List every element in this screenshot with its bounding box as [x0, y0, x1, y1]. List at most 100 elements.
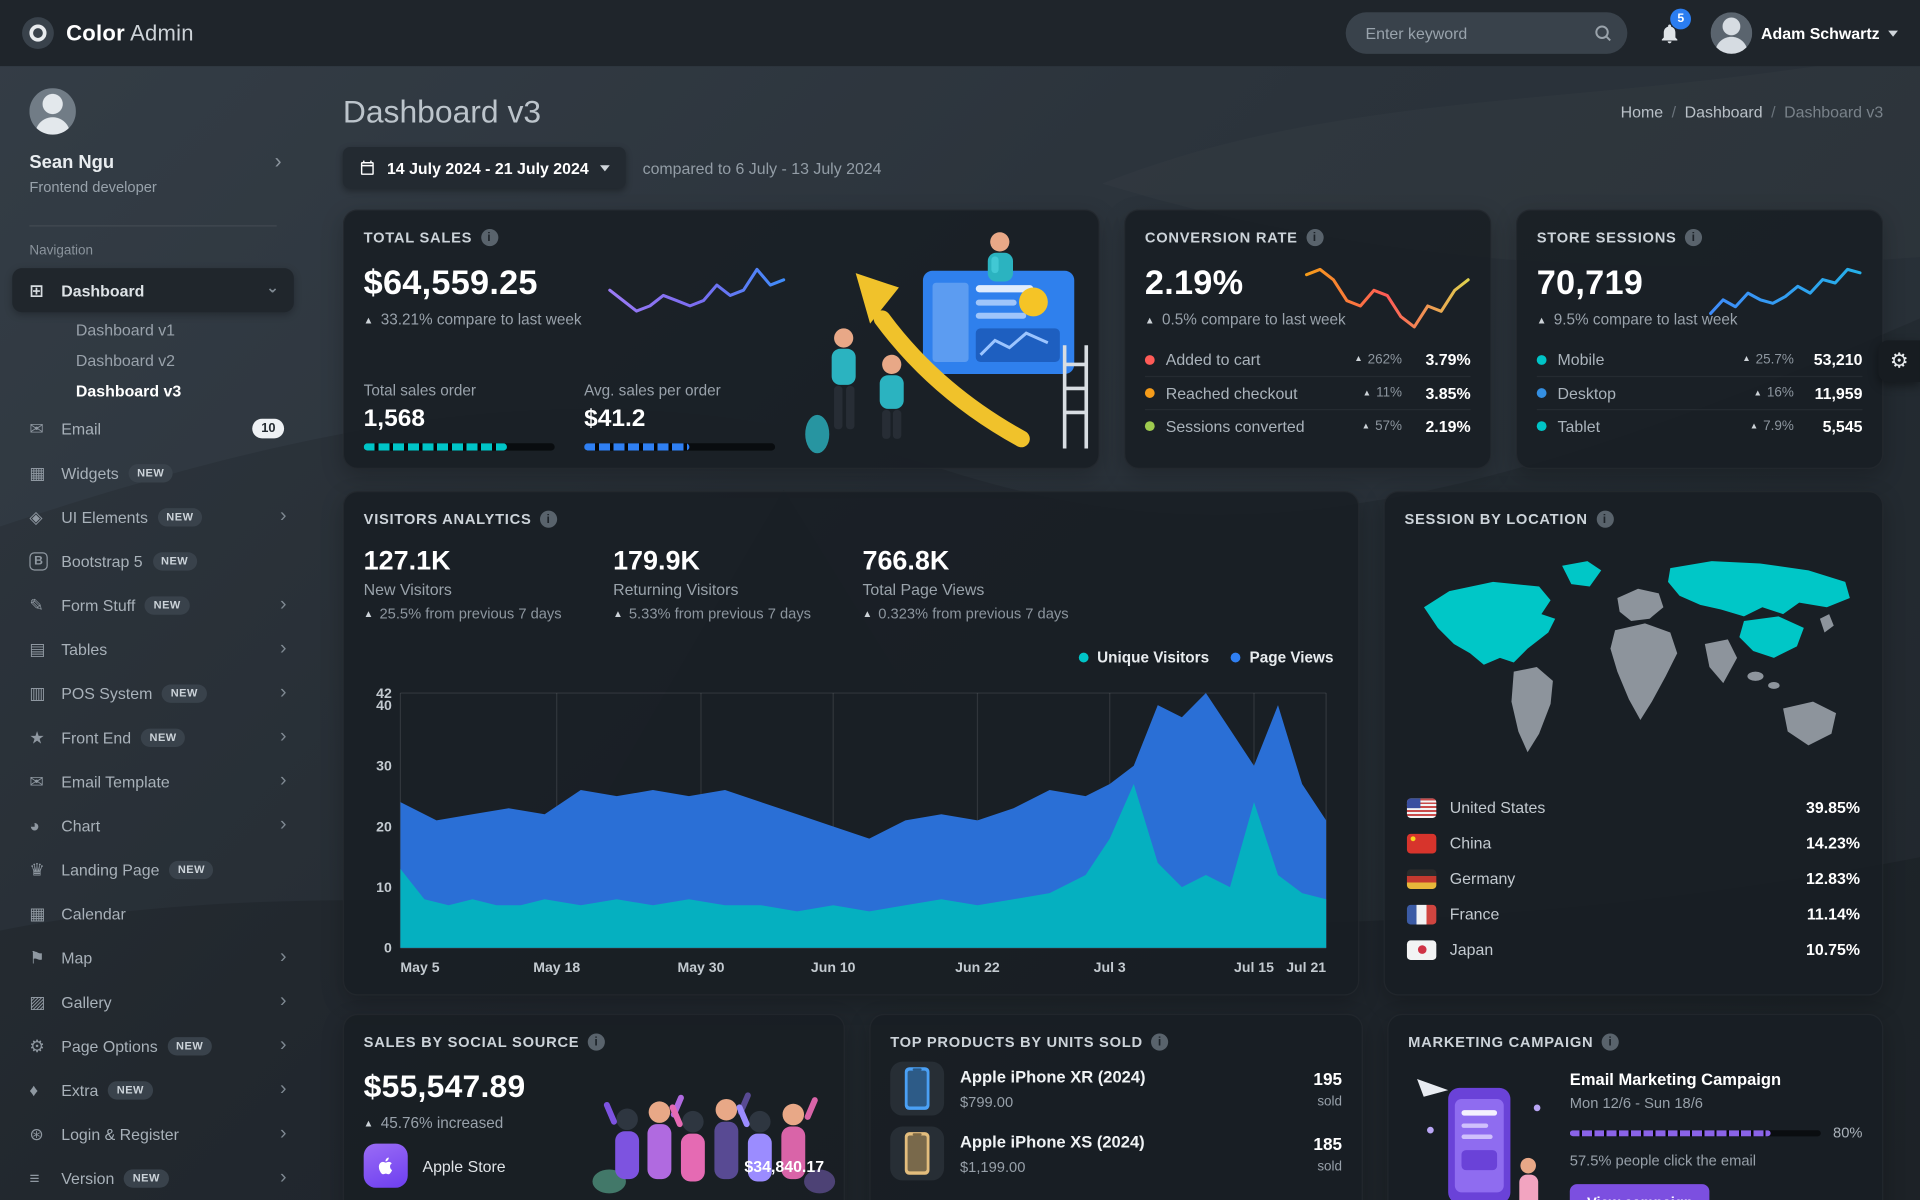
info-icon[interactable]: i — [480, 228, 498, 247]
info-icon[interactable]: i — [1306, 228, 1324, 247]
card-title: VISITORS ANALYTICS — [363, 510, 532, 528]
chevron-down-icon — [1888, 29, 1898, 37]
campaign-progress-track — [1569, 1129, 1821, 1136]
sidebar-item[interactable]: ✉ Email Template › — [0, 759, 306, 803]
stat-value: 53,210 — [1813, 350, 1863, 369]
svg-text:Jun 22: Jun 22 — [955, 959, 1000, 975]
stat-row: Sessions converted ▲ 57% 2.19% — [1144, 408, 1471, 442]
country-percent: 11.14% — [1806, 904, 1860, 924]
country-name: France — [1449, 904, 1500, 924]
profile-avatar — [29, 88, 76, 135]
bell-icon — [1661, 23, 1677, 43]
stat-label: Desktop — [1557, 383, 1616, 403]
legend-item[interactable]: Unique Visitors — [1078, 649, 1209, 666]
conversion-rows: Added to cart ▲ 262% 3.79% Reached checko… — [1125, 343, 1490, 442]
sidebar-item[interactable]: ≡ Version NEW › — [0, 1156, 306, 1200]
world-map[interactable] — [1403, 545, 1863, 780]
fr-flag-icon — [1406, 904, 1437, 924]
search-icon[interactable] — [1593, 23, 1613, 43]
country-row: China 14.23% — [1385, 825, 1882, 861]
breadcrumb-home[interactable]: Home — [1620, 102, 1664, 122]
social-source-row[interactable]: Apple Store $34,840.17 — [344, 1131, 844, 1188]
product-row[interactable]: Apple iPhone XR (2024) $799.00 195 sold — [871, 1051, 1362, 1116]
info-icon[interactable]: i — [1685, 228, 1703, 247]
brand-logo[interactable]: Color Admin — [22, 17, 194, 49]
stat-value: 2.19% — [1425, 416, 1471, 436]
sidebar-profile[interactable]: Sean Ngu › Frontend developer — [0, 66, 306, 213]
chevron-right-icon: › — [280, 593, 287, 615]
breadcrumb-dashboard[interactable]: Dashboard — [1684, 102, 1763, 122]
product-row[interactable]: Apple iPhone XS (2024) $1,199.00 185 sold — [871, 1116, 1362, 1181]
legend-dot — [1536, 354, 1547, 365]
gallery-icon: ▨ — [29, 991, 46, 1011]
sidebar-item[interactable]: ⊛ Login & Register › — [0, 1112, 306, 1156]
sidebar-item[interactable]: ◕ Chart › — [0, 803, 306, 847]
country-percent: 10.75% — [1806, 940, 1860, 959]
product-units: 195 — [1313, 1068, 1343, 1088]
sidebar-item[interactable]: ♦ Extra NEW › — [0, 1068, 306, 1112]
sidebar-item[interactable]: ◈ UI Elements NEW › — [0, 495, 306, 539]
chart-icon: ◕ — [29, 815, 40, 836]
sidebar-subitem[interactable]: Dashboard v1 — [0, 315, 306, 346]
info-icon[interactable]: i — [1601, 1033, 1620, 1051]
main-content: Dashboard v3 Home / Dashboard / Dashboard … — [306, 66, 1920, 1200]
conversion-rate-value: 2.19% — [1144, 263, 1244, 302]
sidebar-item-label: Calendar — [61, 904, 126, 923]
conversion-rate-change: 0.5% compare to last week — [1161, 311, 1346, 329]
sidebar-item[interactable]: ▥ POS System NEW › — [0, 671, 306, 715]
card-title: TOTAL SALES — [363, 228, 473, 247]
notifications-button[interactable]: 5 — [1647, 8, 1692, 55]
info-icon[interactable]: i — [1151, 1033, 1169, 1051]
country-name: Japan — [1449, 940, 1494, 959]
search-input[interactable] — [1365, 23, 1594, 43]
sidebar-item[interactable]: ▦ Widgets NEW — [0, 451, 306, 495]
sidebar-item[interactable]: ★ Front End NEW › — [0, 715, 306, 759]
form-stuff-icon: ✎ — [29, 594, 44, 615]
sidebar-item[interactable]: ⊞ Dashboard ⌄ — [12, 268, 294, 313]
info-icon[interactable]: i — [587, 1033, 606, 1051]
calendar-icon — [360, 160, 374, 175]
total-sales-sparkline — [608, 267, 786, 313]
info-icon[interactable]: i — [540, 510, 558, 528]
svg-text:42: 42 — [376, 685, 392, 701]
sidebar-item[interactable]: ▨ Gallery › — [0, 980, 306, 1024]
stat-row: Mobile ▲ 25.7% 53,210 — [1536, 343, 1863, 376]
sidebar-item[interactable]: ▦ Calendar — [0, 891, 306, 935]
sidebar-subitem[interactable]: Dashboard v3 — [0, 376, 306, 407]
chevron-right-icon: › — [280, 1078, 287, 1100]
sidebar-item-label: Front End — [61, 727, 132, 747]
sidebar: Sean Ngu › Frontend developer Navigation… — [0, 66, 306, 1200]
legend-item[interactable]: Page Views — [1231, 649, 1333, 666]
sidebar-item[interactable]: ✎ Form Stuff NEW › — [0, 583, 306, 627]
nav-section-label: Navigation — [29, 225, 277, 258]
campaign-progress-fill — [1569, 1129, 1771, 1136]
user-menu[interactable]: Adam Schwartz — [1710, 12, 1898, 54]
view-campaign-button[interactable]: View campaign — [1569, 1184, 1710, 1200]
sales-stat: Avg. sales per order $41.2 — [584, 382, 776, 451]
total-sales-stats: Total sales order 1,568 Avg. sales per o… — [363, 382, 776, 451]
product-image — [890, 1126, 945, 1181]
product-units-label: sold — [1317, 1094, 1343, 1109]
sidebar-item[interactable]: ⚙ Page Options NEW › — [0, 1024, 306, 1068]
country-row: Japan 10.75% — [1385, 932, 1882, 968]
theme-settings-button[interactable]: ⚙ — [1878, 340, 1920, 383]
stat-change: ▲ 262% — [1354, 352, 1403, 367]
sidebar-item[interactable]: ⚑ Map › — [0, 936, 306, 980]
sidebar-subitem[interactable]: Dashboard v2 — [0, 345, 306, 376]
country-percent: 39.85% — [1806, 798, 1860, 817]
new-badge: NEW — [145, 595, 190, 615]
user-name: Adam Schwartz — [1761, 23, 1880, 43]
svg-text:0: 0 — [384, 940, 392, 956]
sidebar-item[interactable]: ▤ Tables › — [0, 627, 306, 671]
product-name: Apple iPhone XS (2024) — [959, 1132, 1145, 1152]
search-box[interactable] — [1345, 12, 1628, 54]
date-range-picker[interactable]: 14 July 2024 - 21 July 2024 — [342, 146, 626, 189]
progress-track — [363, 443, 555, 451]
login-register-icon: ⊛ — [29, 1123, 44, 1144]
stat-value: 1,568 — [363, 405, 425, 433]
sidebar-item[interactable]: ✉ Email 10 — [0, 407, 306, 451]
info-icon[interactable]: i — [1596, 510, 1614, 528]
visitors-chart[interactable]: May 5 May 18 May 30 Jun 10 Jun 22 Jul 3 Jul 15… — [359, 678, 1336, 987]
sidebar-item[interactable]: B Bootstrap 5 NEW — [0, 539, 306, 583]
sidebar-item[interactable]: ♛ Landing Page NEW — [0, 847, 306, 891]
